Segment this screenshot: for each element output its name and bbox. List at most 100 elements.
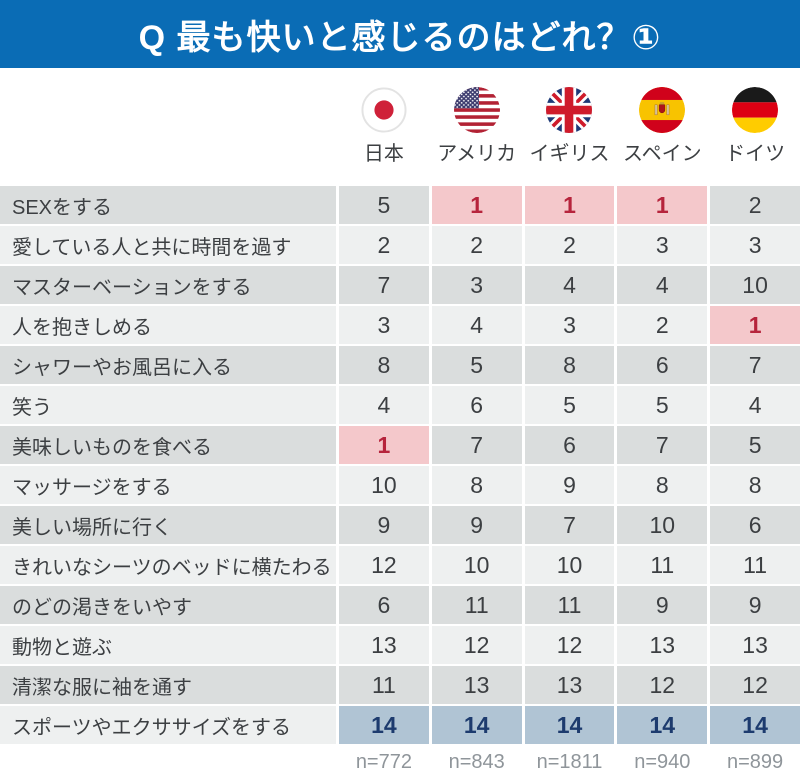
- sample-size: n=843: [448, 751, 505, 773]
- country-header-row: 日本 アメリカ イギリス スペイン ドイツ: [0, 87, 800, 167]
- row-label: 動物と遊ぶ: [0, 626, 336, 664]
- germany-flag-icon: [732, 87, 779, 133]
- usa-flag-icon: [453, 87, 500, 133]
- rank-cell: 13: [710, 626, 800, 664]
- rank-cell: 5: [710, 426, 800, 464]
- rank-cell: 12: [710, 666, 800, 704]
- country-column-header: イギリス: [525, 87, 615, 167]
- sample-size: n=899: [727, 751, 784, 773]
- rank-cell: 9: [524, 466, 615, 504]
- row-label: スポーツやエクササイズをする: [0, 706, 336, 744]
- rank-cell: 11: [431, 586, 522, 624]
- rank-cell: 10: [710, 266, 800, 304]
- sample-size: n=940: [634, 751, 691, 773]
- rank-cell: 11: [710, 546, 800, 584]
- country-name: 日本: [363, 143, 404, 165]
- rank-cell: 8: [524, 346, 615, 384]
- rank-cell: 3: [431, 266, 522, 304]
- country-name: イギリス: [529, 143, 610, 165]
- row-label: マッサージをする: [0, 466, 336, 504]
- rank-cell: 4: [431, 306, 522, 344]
- row-label: 人を抱きしめる: [0, 306, 336, 344]
- rank-table: SEXをする 5 1 1 1 2 愛している人と共に時間を過す 2 2 2 3 3 マスターベーションを…: [0, 186, 800, 744]
- rank-cell: 5: [617, 386, 708, 424]
- footer-spacer: [0, 751, 336, 774]
- row-label: 美味しいものを食べる: [0, 426, 336, 464]
- rank-cell: 9: [339, 506, 429, 544]
- rank-cell: 14: [524, 706, 615, 744]
- rank-cell: 2: [617, 306, 708, 344]
- rank-cell: 7: [431, 426, 522, 464]
- rank-cell: 8: [617, 466, 708, 504]
- country-column-header: スペイン: [617, 87, 707, 167]
- rank-cell: 7: [339, 266, 429, 304]
- rank-cell: 4: [339, 386, 429, 424]
- row-label: きれいなシーツのベッドに横たわる: [0, 546, 336, 584]
- rank-cell: 5: [339, 186, 429, 224]
- rank-cell: 4: [617, 266, 708, 304]
- rank-cell: 1: [339, 426, 429, 464]
- rank-cell: 14: [617, 706, 708, 744]
- rank-cell: 7: [710, 346, 800, 384]
- rank-cell: 9: [710, 586, 800, 624]
- rank-cell: 5: [431, 346, 522, 384]
- row-label: のどの渇きをいやす: [0, 586, 336, 624]
- sample-size: n=772: [355, 751, 412, 773]
- rank-cell: 6: [339, 586, 429, 624]
- rank-cell: 12: [617, 666, 708, 704]
- country-name: アメリカ: [437, 143, 517, 165]
- rank-cell: 13: [431, 666, 522, 704]
- rank-cell: 6: [431, 386, 522, 424]
- rank-cell: 12: [339, 546, 429, 584]
- row-label: 美しい場所に行く: [0, 506, 336, 544]
- rank-cell: 1: [524, 186, 615, 224]
- row-label: 愛している人と共に時間を過す: [0, 226, 336, 264]
- country-name: スペイン: [622, 143, 702, 165]
- country-column-header: 日本: [339, 87, 429, 167]
- rank-cell: 10: [431, 546, 522, 584]
- rank-cell: 14: [710, 706, 800, 744]
- country-column-header: ドイツ: [710, 87, 800, 167]
- rank-cell: 14: [339, 706, 429, 744]
- rank-cell: 3: [524, 306, 615, 344]
- rank-cell: 2: [339, 226, 429, 264]
- row-label: 清潔な服に袖を通す: [0, 666, 336, 704]
- rank-cell: 12: [431, 626, 522, 664]
- country-name: ドイツ: [725, 143, 786, 165]
- rank-cell: 10: [617, 506, 708, 544]
- rank-cell: 4: [710, 386, 800, 424]
- rank-cell: 9: [617, 586, 708, 624]
- rank-cell: 7: [617, 426, 708, 464]
- rank-cell: 3: [617, 226, 708, 264]
- rank-cell: 11: [524, 586, 615, 624]
- page-title: Q 最も快いと感じるのはどれ？①: [138, 18, 662, 57]
- rank-cell: 3: [339, 306, 429, 344]
- rank-cell: 1: [710, 306, 800, 344]
- rank-cell: 11: [339, 666, 429, 704]
- spain-flag-icon: [639, 87, 686, 133]
- row-label: シャワーやお風呂に入る: [0, 346, 336, 384]
- rank-cell: 6: [524, 426, 615, 464]
- rank-cell: 10: [339, 466, 429, 504]
- rank-cell: 6: [710, 506, 800, 544]
- sample-size: n=1811: [536, 751, 603, 773]
- country-column-header: アメリカ: [432, 87, 522, 167]
- row-label: マスターベーションをする: [0, 266, 336, 304]
- rank-cell: 8: [339, 346, 429, 384]
- rank-cell: 2: [524, 226, 615, 264]
- rank-cell: 13: [524, 666, 615, 704]
- rank-cell: 14: [431, 706, 522, 744]
- rank-cell: 8: [431, 466, 522, 504]
- header-spacer: [0, 87, 336, 167]
- rank-cell: 13: [617, 626, 708, 664]
- japan-flag-icon: [361, 87, 407, 133]
- rank-cell: 2: [710, 186, 800, 224]
- rank-cell: 1: [617, 186, 708, 224]
- row-label: SEXをする: [0, 186, 336, 224]
- rank-cell: 10: [524, 546, 615, 584]
- rank-cell: 3: [710, 226, 800, 264]
- rank-cell: 12: [524, 626, 615, 664]
- rank-cell: 5: [524, 386, 615, 424]
- rank-cell: 4: [524, 266, 615, 304]
- rank-cell: 9: [431, 506, 522, 544]
